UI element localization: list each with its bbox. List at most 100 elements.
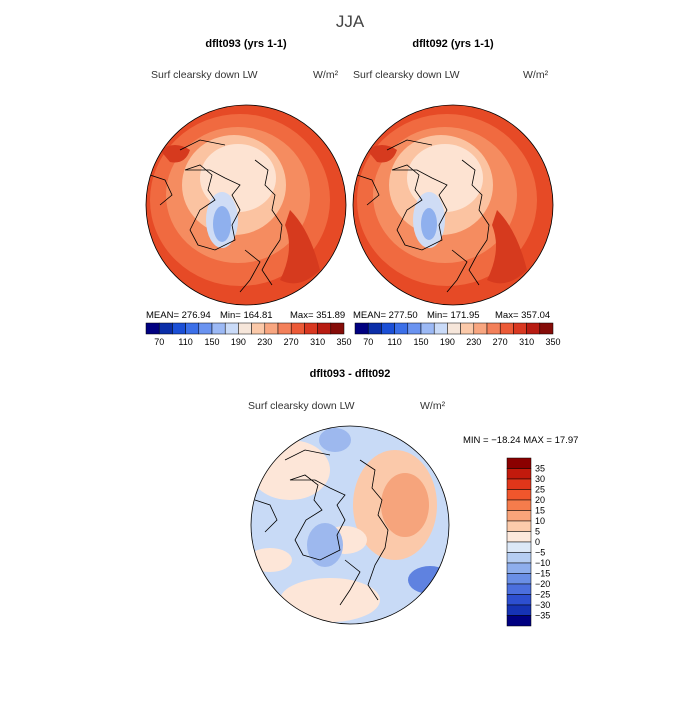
colorbar-swatch <box>506 457 532 469</box>
colorbar-tick-label: 10 <box>535 516 545 526</box>
colorbar-tick-label: 190 <box>440 337 455 347</box>
stat-min: Min= 171.95 <box>427 310 480 321</box>
colorbar-swatch <box>394 322 409 335</box>
colorbar-swatch <box>198 322 213 335</box>
map-border <box>250 425 450 625</box>
colorbar-swatch <box>473 322 488 335</box>
colorbar-tick-label: 70 <box>154 337 164 347</box>
colorbar-swatch <box>304 322 318 335</box>
colorbar-swatch <box>506 510 532 522</box>
colorbar-swatch <box>499 322 514 335</box>
colorbar-swatch <box>433 322 448 335</box>
colorbar-swatch <box>486 322 501 335</box>
colorbar-swatch <box>330 322 345 335</box>
colorbar-tick-label: 310 <box>519 337 534 347</box>
colorbar-tick-label: −20 <box>535 579 550 589</box>
colorbar-swatch <box>526 322 541 335</box>
colorbar-tick-label: 5 <box>535 527 540 537</box>
stat-mean: MEAN= 277.50 <box>353 310 418 321</box>
map-border <box>145 104 347 306</box>
colorbar-swatch <box>506 489 532 501</box>
colorbar-tick-label: 230 <box>257 337 272 347</box>
colorbar-tick-label: 25 <box>535 485 545 495</box>
colorbar-swatch <box>354 322 369 335</box>
colorbar: 70 110 150 190 230 270 310 350 <box>145 322 352 347</box>
colorbar-swatch <box>447 322 461 335</box>
panel-difference: dflt093 - dflt092 Surf clearsky down LW … <box>248 368 578 627</box>
units-label: W/m² <box>420 400 446 412</box>
colorbar-swatch <box>513 322 527 335</box>
colorbar-swatch <box>506 531 532 543</box>
figure-title: JJA <box>336 12 365 31</box>
colorbar-swatch <box>277 322 292 335</box>
colorbar-swatch <box>506 541 532 553</box>
colorbar-swatch <box>506 594 532 606</box>
colorbar-tick-label: 70 <box>363 337 373 347</box>
stat-max: Max= 357.04 <box>495 310 550 321</box>
colorbar-swatch <box>506 604 532 616</box>
colorbar-swatch <box>172 322 186 335</box>
stat-max: Max= 351.89 <box>290 310 345 321</box>
colorbar-swatch <box>238 322 252 335</box>
panel-title: dflt092 (yrs 1-1) <box>412 38 494 50</box>
colorbar-swatch <box>460 322 475 335</box>
colorbar-tick-label: 270 <box>493 337 508 347</box>
units-label: W/m² <box>313 69 339 81</box>
colorbar-swatch <box>317 322 332 335</box>
colorbar-swatch <box>251 322 266 335</box>
variable-label: Surf clearsky down LW <box>248 400 355 412</box>
panel-title: dflt093 - dflt092 <box>310 368 391 380</box>
colorbar-tick-label: 150 <box>204 337 219 347</box>
diff-stats: MIN = −18.24 MAX = 17.97 <box>463 435 578 446</box>
colorbar-tick-label: 270 <box>284 337 299 347</box>
colorbar-tick-label: −25 <box>535 590 550 600</box>
colorbar-tick-label: −35 <box>535 611 550 621</box>
variable-label: Surf clearsky down LW <box>353 69 460 81</box>
colorbar-swatch <box>290 322 305 335</box>
colorbar-swatch <box>264 322 279 335</box>
panel-dflt093: dflt093 (yrs 1-1) Surf clearsky down LW … <box>145 38 352 347</box>
colorbar-tick-label: 35 <box>535 464 545 474</box>
colorbar-swatch <box>158 322 173 335</box>
colorbar-tick-label: −10 <box>535 558 550 568</box>
colorbar-tick-label: 30 <box>535 474 545 484</box>
variable-label: Surf clearsky down LW <box>151 69 258 81</box>
colorbar-tick-label: 190 <box>231 337 246 347</box>
colorbar-tick-label: 20 <box>535 495 545 505</box>
stat-mean: MEAN= 276.94 <box>146 310 211 321</box>
colorbar-swatch <box>506 573 532 585</box>
colorbar: 70 110 150 190 230 270 310 350 <box>354 322 561 347</box>
colorbar-tick-label: 150 <box>413 337 428 347</box>
colorbar-swatch <box>506 468 532 480</box>
colorbar-tick-label: 310 <box>310 337 325 347</box>
colorbar-tick-label: 350 <box>545 337 560 347</box>
colorbar-swatch <box>381 322 395 335</box>
colorbar-swatch <box>407 322 422 335</box>
colorbar-tick-label: 110 <box>387 337 401 347</box>
polar-map <box>146 105 346 305</box>
colorbar-swatch <box>420 322 435 335</box>
colorbar-tick-label: 110 <box>178 337 192 347</box>
map-border <box>352 104 554 306</box>
colorbar-tick-label: 230 <box>466 337 481 347</box>
colorbar-tick-label: 15 <box>535 506 545 516</box>
colorbar-tick-label: 0 <box>535 537 540 547</box>
colorbar-tick-label: 350 <box>336 337 351 347</box>
panel-dflt092: dflt092 (yrs 1-1) Surf clearsky down LW … <box>352 38 561 347</box>
colorbar-swatch <box>506 478 532 490</box>
colorbar-swatch <box>211 322 226 335</box>
colorbar-tick-label: −5 <box>535 548 545 558</box>
polar-map <box>353 105 553 305</box>
colorbar-tick-label: −30 <box>535 600 550 610</box>
colorbar-swatch <box>506 562 532 574</box>
colorbar-swatch <box>224 322 239 335</box>
colorbar-tick-label: −15 <box>535 569 550 579</box>
units-label: W/m² <box>523 69 549 81</box>
colorbar-swatch <box>185 322 200 335</box>
colorbar-swatch <box>506 583 532 595</box>
colorbar-swatch <box>506 499 532 511</box>
colorbar-swatch <box>506 552 532 564</box>
colorbar-swatch <box>506 520 532 532</box>
